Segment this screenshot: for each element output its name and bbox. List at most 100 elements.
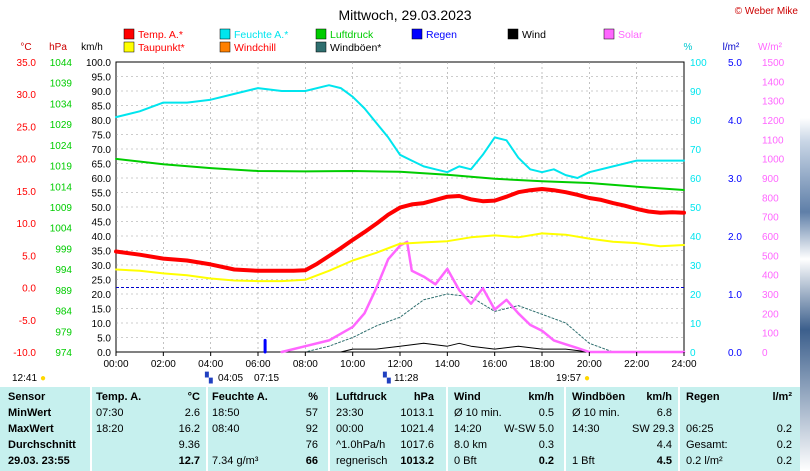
legend-label: Taupunkt* <box>138 42 185 54</box>
stats-header: hPa <box>413 391 434 403</box>
x-tick-label: 06:00 <box>245 359 270 370</box>
stats-row-label: 29.03. 23:55 <box>8 455 70 467</box>
humidity-axis-tick-label: 0 <box>690 348 696 359</box>
chart-axes: 00:00 02:00 04:00 06:00 08:00 10:00 12:00 14:00… <box>13 42 784 370</box>
stats-header: km/h <box>528 391 554 403</box>
moonset-time: 19:57 <box>556 373 582 384</box>
stats-header: Feuchte A. <box>212 391 268 403</box>
legend-label: Windchill <box>234 42 276 54</box>
stats-separator <box>90 387 92 471</box>
statistics-table: Sensor Temp. A. °C Feuchte A.% Luftdruck hPa W… <box>0 387 800 471</box>
solar-axis-tick-label: 1400 <box>762 77 785 88</box>
stats-header: % <box>308 391 318 403</box>
stats-value: 6.8 <box>656 407 672 419</box>
chart-series <box>114 84 686 354</box>
stats-value: 18:20 <box>96 423 124 435</box>
sun-icon: ● <box>40 373 47 384</box>
stats-value: 0.2 l/m² <box>686 455 723 467</box>
legend-label: Solar <box>618 29 643 41</box>
wind-axis-tick-label: 20.0 <box>92 290 112 301</box>
stats-value: 66 <box>305 455 318 467</box>
legend-label: Feuchte A.* <box>234 29 288 41</box>
wind-axis-tick-label: 30.0 <box>92 261 112 272</box>
legend-label: Luftdruck <box>330 29 374 41</box>
rain-axis-tick-label: 5.0 <box>728 58 742 69</box>
wind-axis-tick-label: 10.0 <box>92 319 112 330</box>
humidity-axis-tick-label: 20 <box>690 290 702 301</box>
pressure-axis-tick-label: 989 <box>55 286 72 297</box>
stats-value: 16.2 <box>178 423 200 435</box>
stats-value: ^1.0hPa/h <box>336 439 386 451</box>
stats-value: 1013.1 <box>400 407 434 419</box>
window-edge <box>800 0 810 471</box>
humidity-axis-tick-label: 40 <box>690 232 702 243</box>
stats-value: 1013.2 <box>400 455 434 467</box>
wind-axis-tick-label: 15.0 <box>92 305 112 316</box>
stats-value: 92 <box>305 423 318 435</box>
stats-value: 0 Bft <box>454 455 477 467</box>
stats-value: 0.2 <box>776 455 792 467</box>
credit-text: © Weber Mike <box>735 6 799 17</box>
solar-axis-tick-label: 0 <box>762 348 768 359</box>
wind-axis-tick-label: 0.0 <box>97 348 111 359</box>
stats-value: regnerisch <box>336 455 388 467</box>
current-time-label: 12:41 <box>12 373 38 384</box>
unit-celsius: °C <box>20 42 31 53</box>
rain-axis-tick-label: 0.0 <box>728 348 742 359</box>
wind-axis-tick-label: 5.0 <box>97 334 111 345</box>
stats-value: 0.5 <box>538 407 554 419</box>
x-tick-label: 14:00 <box>435 359 460 370</box>
stats-value: 0.2 <box>538 455 554 467</box>
stats-value: Gesamt: <box>686 439 728 451</box>
temp-axis-tick-label: -5.0 <box>19 316 37 327</box>
stats-value: 0.2 <box>776 439 792 451</box>
rain-axis-tick-label: 4.0 <box>728 116 742 127</box>
stats-value: 1021.4 <box>400 423 434 435</box>
stats-value: 23:30 <box>336 407 364 419</box>
x-tick-label: 16:00 <box>482 359 507 370</box>
humidity-axis-tick-label: 50 <box>690 203 702 214</box>
stats-separator <box>564 387 566 471</box>
legend-label: Windböen* <box>330 42 381 54</box>
legend-swatch <box>411 28 423 40</box>
wind-axis-tick-label: 35.0 <box>92 247 112 258</box>
humidity-axis-tick-label: 80 <box>690 116 702 127</box>
unit-kmh: km/h <box>81 42 103 53</box>
x-tick-label: 20:00 <box>577 359 602 370</box>
stats-separator <box>446 387 448 471</box>
wind-axis-tick-label: 40.0 <box>92 232 112 243</box>
stats-value: 08:40 <box>212 423 240 435</box>
series-line-taupunkt <box>115 232 685 283</box>
series-line-windböen <box>115 293 685 353</box>
unit-lm2: l/m² <box>723 42 740 53</box>
stats-value: 4.4 <box>656 439 672 451</box>
pressure-axis-tick-label: 1014 <box>50 182 73 193</box>
x-tick-label: 22:00 <box>624 359 649 370</box>
solar-axis-tick-label: 1200 <box>762 116 785 127</box>
wind-axis-tick-label: 65.0 <box>92 160 112 171</box>
humidity-axis-tick-label: 90 <box>690 87 702 98</box>
temp-axis-tick-label: 5.0 <box>22 251 36 262</box>
x-tick-label: 24:00 <box>671 359 696 370</box>
stats-value: Ø 10 min. <box>572 407 620 419</box>
stats-header: Temp. A. <box>96 391 142 403</box>
solar-axis-tick-label: 1000 <box>762 155 785 166</box>
stats-value: 14:20 <box>454 423 482 435</box>
wind-axis-tick-label: 60.0 <box>92 174 112 185</box>
stats-value: 0.2 <box>776 423 792 435</box>
stats-header: Wind <box>454 391 481 403</box>
x-tick-label: 10:00 <box>340 359 365 370</box>
legend-swatch <box>123 28 135 40</box>
solar-axis-tick-label: 700 <box>762 213 779 224</box>
pressure-axis-tick-label: 1029 <box>50 120 73 131</box>
legend-swatch <box>315 41 327 53</box>
temp-axis-tick-label: -10.0 <box>13 348 36 359</box>
legend-swatch <box>123 41 135 53</box>
solar-axis-tick-label: 300 <box>762 290 779 301</box>
stats-value: 1017.6 <box>400 439 434 451</box>
pressure-axis-tick-label: 1009 <box>50 203 73 214</box>
temp-axis-tick-label: 10.0 <box>17 219 37 230</box>
legend-swatch <box>219 41 231 53</box>
stats-value: 9.36 <box>178 439 200 451</box>
wind-axis-tick-label: 75.0 <box>92 131 112 142</box>
